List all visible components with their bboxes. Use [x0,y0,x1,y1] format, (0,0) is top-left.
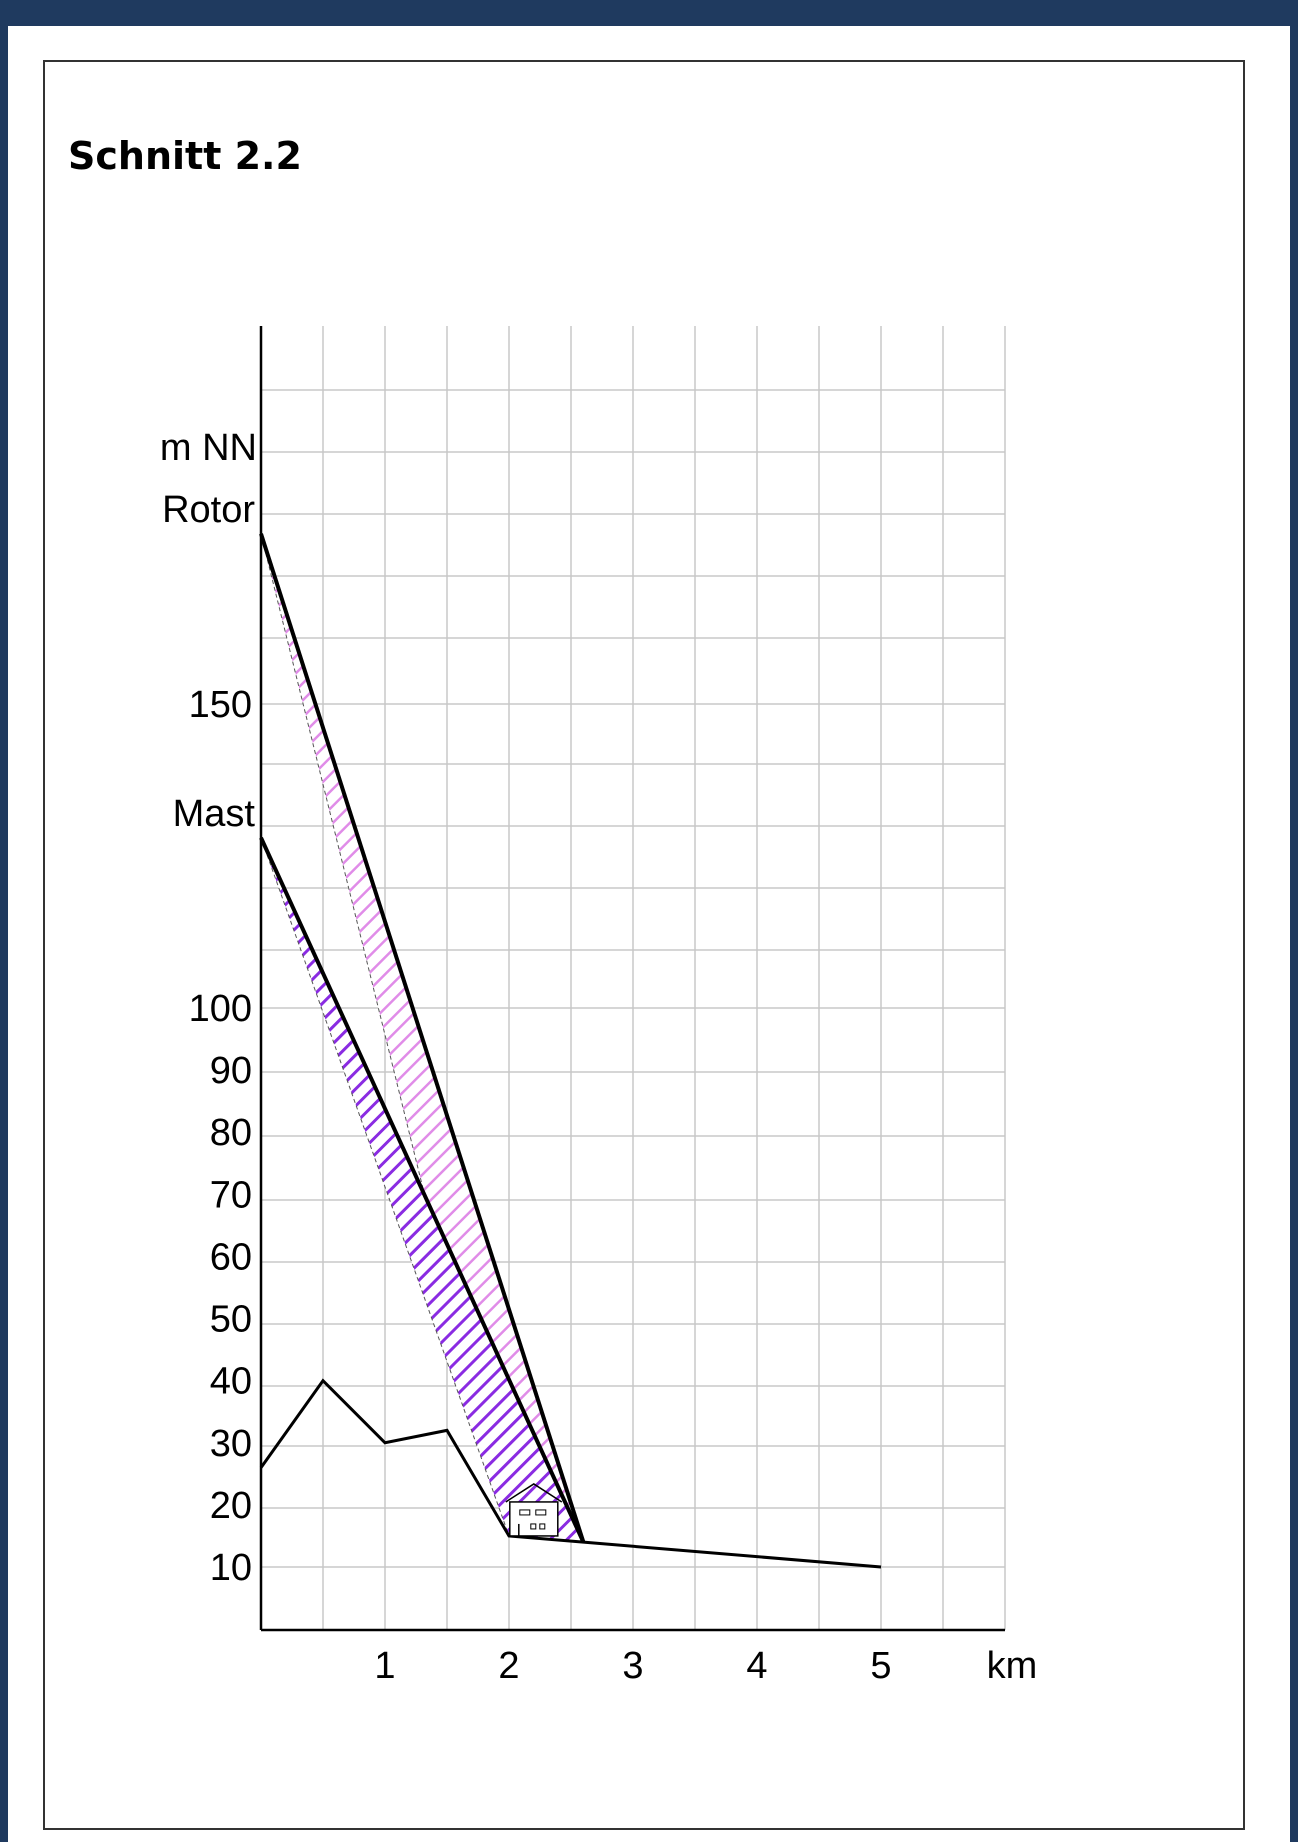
chart-title: Schnitt 2.2 [68,134,302,178]
x-tick-label: 4 [746,1645,767,1687]
y-tick-label: 70 [210,1174,252,1216]
x-tick-label: 3 [622,1645,643,1687]
annotations [505,1483,563,1537]
y-tick-label: 20 [210,1485,252,1527]
y-tick-label: 80 [210,1112,252,1154]
y-special-label: Mast [173,793,256,835]
y-tick-label: 90 [210,1050,252,1092]
axis-labels: 10 20 30 40 50 60 70 80 90 100 150 Mast Rotor m NN 1 2 3… [160,427,1037,1687]
house-icon [505,1483,563,1537]
y-tick-label: 30 [210,1423,252,1465]
y-special-label: Rotor [162,489,255,531]
y-tick-label: 100 [189,988,252,1030]
series-line-mast [259,836,586,1543]
figure-frame [43,60,1245,1830]
y-tick-label: 10 [210,1547,252,1589]
series-lines [259,533,882,1569]
y-tick-label: 40 [210,1361,252,1403]
x-tick-label: 5 [870,1645,891,1687]
x-tick-label: 2 [498,1645,519,1687]
y-tick-label: 60 [210,1236,252,1278]
y-tick-label: 150 [189,684,252,726]
series-line-rotor [259,533,586,1543]
x-axis-label: km [987,1645,1038,1687]
y-axis-label: m NN [160,427,257,469]
x-tick-label: 1 [374,1645,395,1687]
grid [259,326,1006,1632]
y-tick-label: 50 [210,1299,252,1341]
